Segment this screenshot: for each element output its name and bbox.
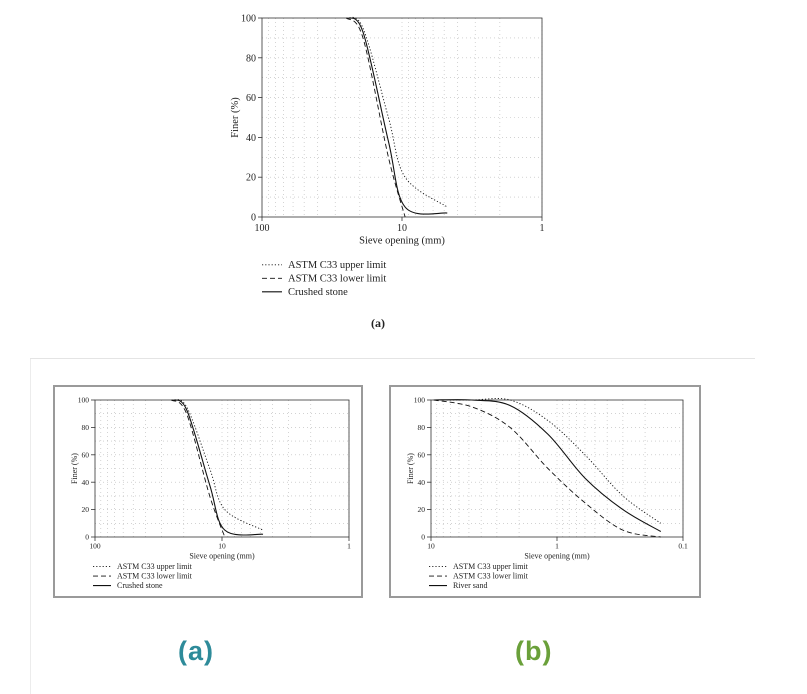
- chart-top: 0 20 40 60 80 100 100 10 1 Sieve opening (mm) Fine…: [230, 14, 545, 299]
- y-tick-label: 20: [246, 173, 256, 184]
- x-tick-label: 100: [255, 223, 270, 234]
- x-axis-label: Sieve opening (mm): [359, 236, 445, 247]
- series-line-3: [345, 17, 448, 215]
- x-tick-label: 1: [347, 542, 351, 551]
- y-tick-label: 0: [251, 213, 256, 224]
- y-axis-label: Finer (%): [70, 453, 79, 484]
- y-axis-label: Finer (%): [230, 97, 241, 138]
- x-tick-label: 100: [89, 542, 101, 551]
- y-tick-label: 80: [418, 423, 426, 432]
- y-tick-label: 100: [78, 396, 90, 405]
- section-divider: [30, 358, 755, 359]
- series-line-1: [171, 399, 264, 531]
- y-tick-label: 40: [418, 478, 426, 487]
- x-tick-label: 10: [218, 542, 226, 551]
- panel-a-frame: [53, 385, 363, 598]
- section-edge: [30, 359, 31, 694]
- legend-label: River sand: [453, 581, 487, 590]
- legend-label: ASTM C33 lower limit: [453, 572, 529, 581]
- y-tick-label: 80: [82, 423, 90, 432]
- y-tick-label: 60: [418, 450, 426, 459]
- x-tick-label: 1: [555, 542, 559, 551]
- legend-label: ASTM C33 upper limit: [117, 562, 193, 571]
- y-tick-label: 80: [246, 53, 256, 64]
- panel-b-label: (b): [515, 636, 553, 666]
- legend-label: Crushed stone: [288, 287, 348, 298]
- legend-label: ASTM C33 lower limit: [288, 274, 386, 285]
- y-tick-label: 40: [82, 478, 90, 487]
- series-line-3: [433, 399, 662, 532]
- series-line-1: [433, 398, 662, 524]
- panel-b-frame: [389, 385, 701, 598]
- series-line-2: [433, 399, 661, 538]
- y-axis-label: Finer (%): [406, 453, 415, 484]
- y-tick-label: 100: [414, 396, 426, 405]
- x-tick-label: 0.1: [678, 542, 688, 551]
- x-axis-label: Sieve opening (mm): [189, 552, 255, 561]
- caption-top: (a): [371, 316, 385, 330]
- chart-a: 0 20 40 60 80 100 100 10 1 Sieve opening (mm) Fine…: [70, 396, 351, 590]
- series-line-2: [345, 17, 406, 218]
- legend-label: Crushed stone: [117, 581, 163, 590]
- y-tick-label: 100: [241, 14, 256, 25]
- x-tick-label: 1: [540, 223, 545, 234]
- panel-a-label: (a): [178, 636, 214, 666]
- legend-label: ASTM C33 upper limit: [288, 260, 386, 271]
- y-tick-label: 0: [421, 533, 425, 542]
- series-line-1: [346, 16, 448, 208]
- chart-b: 0 20 40 60 80 100 10 1 0.1 Sieve opening (mm) Fine…: [406, 396, 688, 590]
- series-line-3: [171, 399, 264, 536]
- y-tick-label: 0: [85, 533, 89, 542]
- y-tick-label: 60: [82, 450, 90, 459]
- y-tick-label: 40: [246, 133, 256, 144]
- y-tick-label: 20: [82, 505, 90, 514]
- y-tick-label: 20: [418, 505, 426, 514]
- legend-label: ASTM C33 lower limit: [117, 572, 193, 581]
- x-tick-label: 10: [397, 223, 407, 234]
- legend-label: ASTM C33 upper limit: [453, 562, 529, 571]
- x-tick-label: 10: [427, 542, 435, 551]
- x-axis-label: Sieve opening (mm): [524, 552, 590, 561]
- y-tick-label: 60: [246, 93, 256, 104]
